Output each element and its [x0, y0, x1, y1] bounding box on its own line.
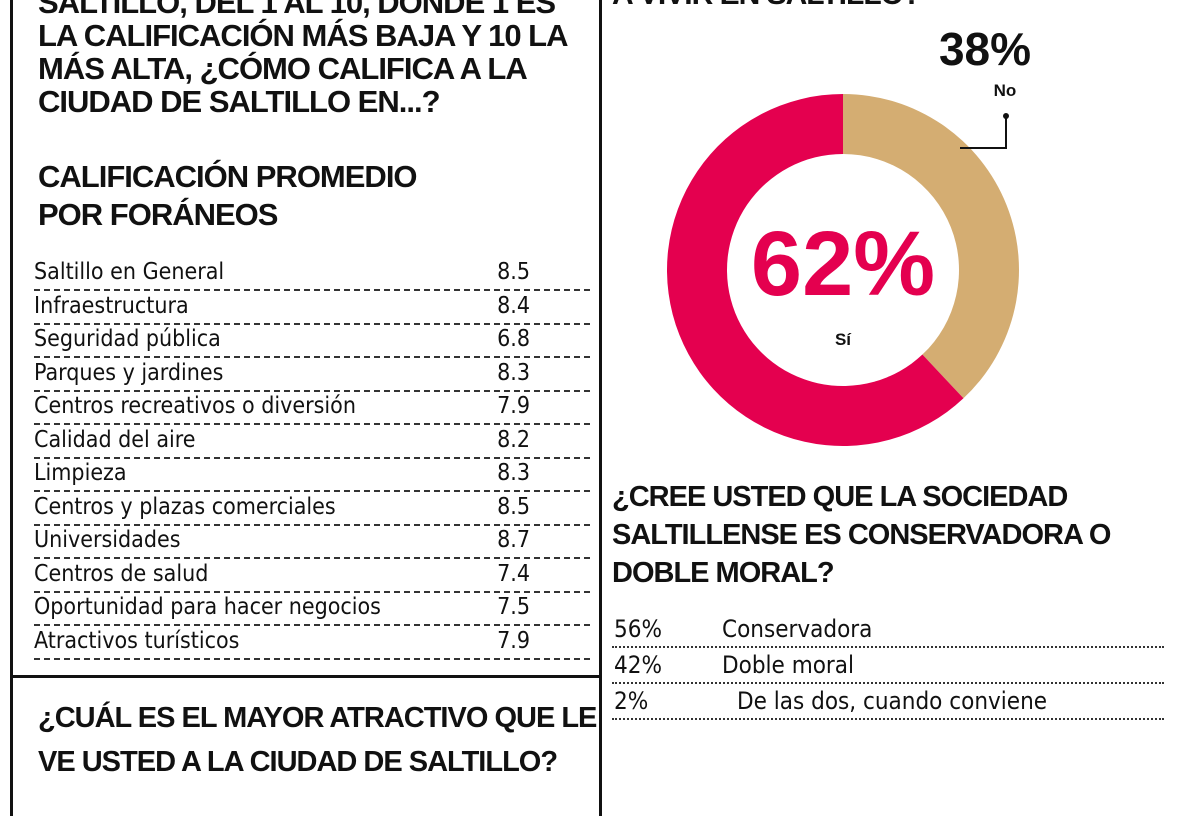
- attraction-question: ¿CUÁL ES EL MAYOR ATRACTIVO QUE LE VE US…: [38, 702, 597, 778]
- society-pct: 56%: [614, 615, 662, 643]
- rating-row: Centros de salud 7.4: [34, 558, 590, 593]
- society-label: Conservadora: [722, 615, 873, 643]
- rating-label: Seguridad pública: [34, 326, 221, 352]
- rating-label: Parques y jardines: [34, 359, 224, 386]
- rating-row: Atractivos turísticos 7.9: [34, 625, 590, 660]
- rating-value: 8.3: [497, 460, 530, 486]
- rating-row: Parques y jardines 8.3: [34, 357, 590, 392]
- rating-row: Calidad del aire 8.2: [34, 424, 590, 459]
- rating-row: Limpieza 8.3: [34, 457, 590, 492]
- rating-question: Saltillo, del 1 al 10, donde 1 es la cal…: [38, 0, 567, 119]
- rating-row: Seguridad pública 6.8: [34, 323, 590, 358]
- rating-row: Infraestructura 8.4: [34, 290, 590, 325]
- rating-row: Saltillo en General 8.5: [34, 256, 590, 291]
- rating-label: Atractivos turísticos: [34, 627, 240, 654]
- rating-row: Centros y plazas comerciales 8.5: [34, 491, 590, 526]
- society-label: De las dos, cuando conviene: [737, 687, 1048, 715]
- rating-subtitle: CALIFICACIÓN PROMEDIO POR FORÁNEOS: [38, 158, 538, 234]
- society-row: 2% De las dos, cuando conviene: [612, 684, 1164, 720]
- rating-value: 8.5: [497, 493, 530, 520]
- donut-slice-si: [667, 94, 964, 446]
- rating-value: 8.5: [497, 259, 530, 285]
- donut-question: A VIVIR EN SALTILLO?: [612, 0, 921, 12]
- slice-name-si: Sí: [835, 330, 852, 349]
- rating-value: 8.2: [497, 426, 530, 453]
- society-row: 42% Doble moral: [612, 648, 1164, 684]
- rating-label: Centros y plazas comerciales: [34, 493, 336, 520]
- society-pct: 42%: [614, 651, 662, 679]
- rating-value: 8.3: [497, 359, 530, 386]
- rating-value: 7.9: [497, 627, 530, 654]
- slice-name-no: No: [994, 81, 1017, 100]
- society-row: 56% Conservadora: [612, 612, 1164, 648]
- rating-row: Centros recreativos o diversión 7.9: [34, 390, 590, 425]
- rating-label: Centros de salud: [34, 560, 209, 587]
- rating-label: Universidades: [34, 527, 181, 553]
- rating-row: Universidades 8.7: [34, 524, 590, 559]
- rating-value: 8.7: [497, 527, 530, 553]
- rating-label: Calidad del aire: [34, 426, 196, 453]
- rating-value: 7.5: [497, 594, 530, 620]
- society-pct: 2%: [614, 687, 649, 715]
- subtitle-line-1: CALIFICACIÓN PROMEDIO: [38, 159, 418, 194]
- left-panel-border: [10, 0, 602, 678]
- slice-label-si: 62%: [751, 213, 935, 315]
- rating-row: Oportunidad para hacer negocios 7.5: [34, 591, 590, 626]
- rating-value: 7.4: [497, 560, 530, 587]
- rating-label: Infraestructura: [34, 292, 189, 319]
- callout-line: [960, 116, 1007, 149]
- donut-slice-no: [843, 94, 1019, 399]
- slice-label-no: 38%: [939, 23, 1031, 75]
- society-label: Doble moral: [722, 651, 855, 679]
- callout-dot: [1003, 113, 1009, 119]
- rating-label: Centros recreativos o diversión: [34, 393, 356, 419]
- rating-label: Limpieza: [34, 460, 127, 486]
- rating-label: Oportunidad para hacer negocios: [34, 594, 381, 620]
- rating-value: 6.8: [497, 326, 530, 352]
- rating-label: Saltillo en General: [34, 259, 225, 285]
- rating-value: 8.4: [497, 292, 530, 319]
- subtitle-line-2: POR FORÁNEOS: [38, 197, 278, 232]
- donut-chart: 62% Sí 38% No: [667, 23, 1031, 446]
- rating-value: 7.9: [497, 393, 530, 419]
- left-panel-border-lower: [10, 676, 602, 816]
- society-question: ¿CREE USTED QUE LA SOCIEDAD SALTILLENSE …: [612, 481, 1111, 589]
